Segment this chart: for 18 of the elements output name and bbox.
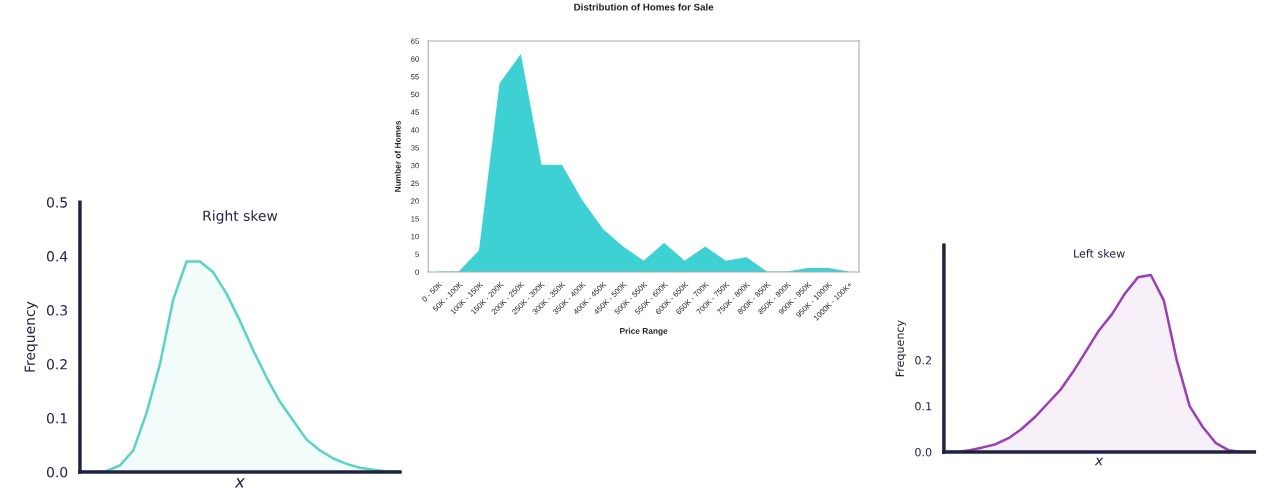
x-axis-title: x — [1094, 457, 1104, 466]
y-tick-label: 0.3 — [46, 305, 68, 316]
y-tick-label: 0.0 — [46, 466, 68, 478]
y-tick-label: 0.4 — [46, 251, 68, 262]
x-axis-title: Price Range — [620, 327, 668, 336]
y-axis-title: Frequency — [895, 320, 907, 377]
y-tick-label: 0.2 — [46, 359, 67, 370]
y-axis-title: Number of Homes — [394, 120, 401, 192]
y-tick-label: 0.5 — [46, 197, 67, 208]
y-tick-label: 0.1 — [915, 402, 932, 411]
y-tick-label: 0.0 — [915, 447, 932, 457]
text: Right skew — [203, 210, 278, 224]
y-tick-label: 0.2 — [915, 356, 931, 365]
chart-title: Left skew — [1074, 249, 1125, 258]
y-axis-title: Frequency — [24, 301, 38, 372]
chart-title: Distribution of Homes for Sale — [574, 3, 714, 11]
x-axis-title: x — [234, 478, 246, 488]
y-tick-label: 0.1 — [46, 413, 67, 424]
